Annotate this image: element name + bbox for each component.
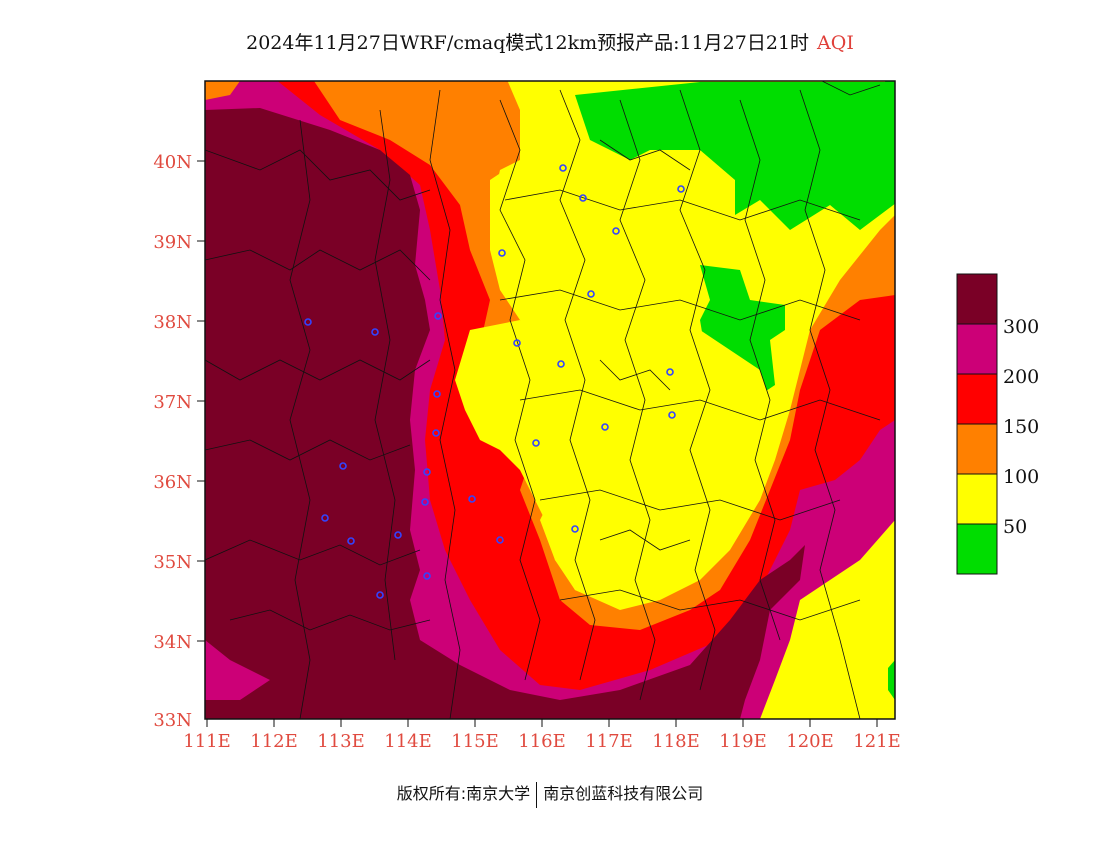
aqi-zone-very-unhealthy-sw xyxy=(205,640,270,700)
lon-label: 121E xyxy=(853,731,901,752)
title-main: 2024年11月27日WRF/cmaq模式12km预报产品:11月27日21时 xyxy=(246,32,810,54)
copyright-right: 南京创蓝科技有限公司 xyxy=(543,784,704,803)
city-marker xyxy=(601,423,609,431)
legend-swatch-good xyxy=(956,523,998,575)
legend-label: 150 xyxy=(1003,416,1039,438)
legend-label: 200 xyxy=(1003,366,1039,388)
city-marker xyxy=(532,439,540,447)
city-marker xyxy=(339,462,347,470)
city-marker xyxy=(587,290,595,298)
aqi-zone-good-south xyxy=(888,660,895,719)
legend-label: 300 xyxy=(1003,316,1039,338)
city-marker xyxy=(559,164,567,172)
lon-label: 112E xyxy=(250,731,298,752)
aqi-zone-good-north xyxy=(575,82,895,230)
copyright-footer: 版权所有:南京大学 南京创蓝科技有限公司 xyxy=(0,780,1100,808)
map-title: 2024年11月27日WRF/cmaq模式12km预报产品:11月27日21时 A… xyxy=(0,28,1100,55)
lon-label: 114E xyxy=(384,731,432,752)
city-marker xyxy=(432,429,440,437)
aqi-legend: 300 200 150 100 50 xyxy=(956,273,1039,575)
city-marker xyxy=(423,572,431,580)
aqi-zone-hazardous xyxy=(205,108,805,719)
lat-label: 34N xyxy=(153,632,192,653)
admin-boundaries xyxy=(205,81,881,719)
city-marker xyxy=(496,536,504,544)
lon-label: 116E xyxy=(518,731,566,752)
city-marker xyxy=(371,328,379,336)
legend-swatch-unhealthy xyxy=(956,373,998,425)
city-marker xyxy=(579,194,587,202)
aqi-field xyxy=(205,81,895,719)
map-frame xyxy=(204,80,896,720)
city-marker xyxy=(421,498,429,506)
lat-label: 33N xyxy=(153,710,192,731)
city-marker xyxy=(433,390,441,398)
city-marker xyxy=(498,249,506,257)
lat-axis: 40N 39N 38N 37N 36N 35N 34N 33N xyxy=(153,152,192,731)
city-marker xyxy=(304,318,312,326)
title-variable: AQI xyxy=(817,32,854,54)
city-marker xyxy=(423,468,431,476)
aqi-zone-moderate-north xyxy=(490,150,700,340)
city-marker xyxy=(513,339,521,347)
footer-separator xyxy=(536,781,538,808)
lon-axis: 111E 112E 113E 114E 115E 116E 117E 118E … xyxy=(183,731,901,752)
city-markers xyxy=(304,164,685,599)
lat-label: 37N xyxy=(153,392,192,413)
lat-label: 35N xyxy=(153,552,192,573)
city-marker xyxy=(434,312,442,320)
lat-label: 38N xyxy=(153,312,192,333)
aqi-zone-nw-orange xyxy=(205,81,240,100)
city-marker xyxy=(677,185,685,193)
city-marker xyxy=(557,360,565,368)
legend-label: 50 xyxy=(1003,516,1027,538)
city-marker xyxy=(668,411,676,419)
city-marker xyxy=(468,495,476,503)
city-marker xyxy=(321,514,329,522)
lon-label: 111E xyxy=(183,731,231,752)
lon-label: 113E xyxy=(317,731,365,752)
lon-label: 120E xyxy=(786,731,834,752)
lon-label: 117E xyxy=(585,731,633,752)
lat-label: 39N xyxy=(153,232,192,253)
legend-swatch-unhealthy-sensitive xyxy=(956,423,998,475)
axis-ticks xyxy=(197,160,878,727)
legend-swatch-hazardous xyxy=(956,273,998,325)
lat-label: 36N xyxy=(153,472,192,493)
aqi-zone-moderate-south xyxy=(760,520,895,719)
city-marker xyxy=(666,368,674,376)
lon-label: 119E xyxy=(719,731,767,752)
city-marker xyxy=(612,227,620,235)
lat-label: 40N xyxy=(153,152,192,173)
copyright-left: 版权所有:南京大学 xyxy=(396,784,531,803)
legend-label: 100 xyxy=(1003,466,1039,488)
city-marker xyxy=(376,591,384,599)
aqi-zone-moderate-center xyxy=(455,300,770,605)
lon-label: 118E xyxy=(652,731,700,752)
city-marker xyxy=(347,537,355,545)
city-marker xyxy=(571,525,579,533)
legend-swatch-very-unhealthy xyxy=(956,323,998,375)
legend-swatch-moderate xyxy=(956,473,998,525)
city-marker xyxy=(394,531,402,539)
lon-label: 115E xyxy=(451,731,499,752)
